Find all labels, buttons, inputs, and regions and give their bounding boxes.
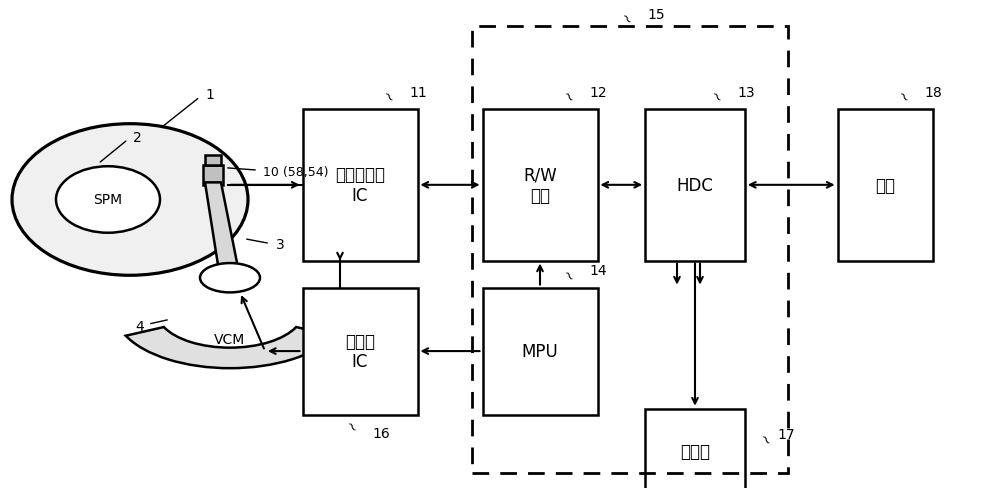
Text: 12: 12	[590, 86, 607, 100]
Text: 3: 3	[276, 238, 285, 252]
Text: ~: ~	[558, 89, 577, 106]
Bar	[838, 110, 932, 261]
Bar	[203, 166, 223, 185]
Text: 10 (58,54): 10 (58,54)	[263, 165, 328, 178]
Text: 15: 15	[647, 8, 665, 21]
Bar	[645, 409, 745, 488]
Wedge shape	[126, 327, 334, 368]
Bar	[483, 288, 598, 415]
Text: ~: ~	[755, 430, 773, 448]
Text: 13: 13	[737, 86, 755, 100]
Text: 前置放大器
IC: 前置放大器 IC	[335, 166, 385, 205]
Text: HDC: HDC	[677, 177, 713, 194]
Circle shape	[200, 264, 260, 293]
Text: 2: 2	[133, 131, 142, 144]
Bar	[645, 110, 745, 261]
Bar	[302, 288, 418, 415]
Text: 16: 16	[372, 426, 390, 440]
Text: ~: ~	[616, 11, 634, 28]
Text: 存储器: 存储器	[680, 443, 710, 460]
Text: 主机: 主机	[875, 177, 895, 194]
Text: ~: ~	[558, 267, 577, 285]
Polygon shape	[205, 183, 240, 278]
Bar	[205, 155, 221, 166]
Text: VCM: VCM	[214, 332, 246, 346]
Text: 14: 14	[590, 264, 607, 278]
Text: ~: ~	[341, 418, 359, 436]
Text: MPU: MPU	[522, 343, 558, 360]
Ellipse shape	[56, 167, 160, 233]
Bar	[170, 303, 290, 315]
Text: 4: 4	[135, 319, 144, 333]
Bar	[302, 110, 418, 261]
Bar	[472, 27, 788, 473]
Ellipse shape	[12, 124, 248, 276]
Text: ~: ~	[706, 89, 724, 106]
Text: 17: 17	[777, 427, 795, 441]
Text: ~: ~	[893, 89, 912, 106]
Text: 驱动器
IC: 驱动器 IC	[345, 332, 375, 371]
Text: 11: 11	[410, 86, 427, 100]
Text: 18: 18	[924, 86, 942, 100]
Text: 1: 1	[205, 88, 214, 102]
Bar	[483, 110, 598, 261]
Text: SPM: SPM	[93, 193, 123, 207]
Text: ~: ~	[378, 89, 397, 106]
Text: R/W
信道: R/W 信道	[523, 166, 557, 205]
